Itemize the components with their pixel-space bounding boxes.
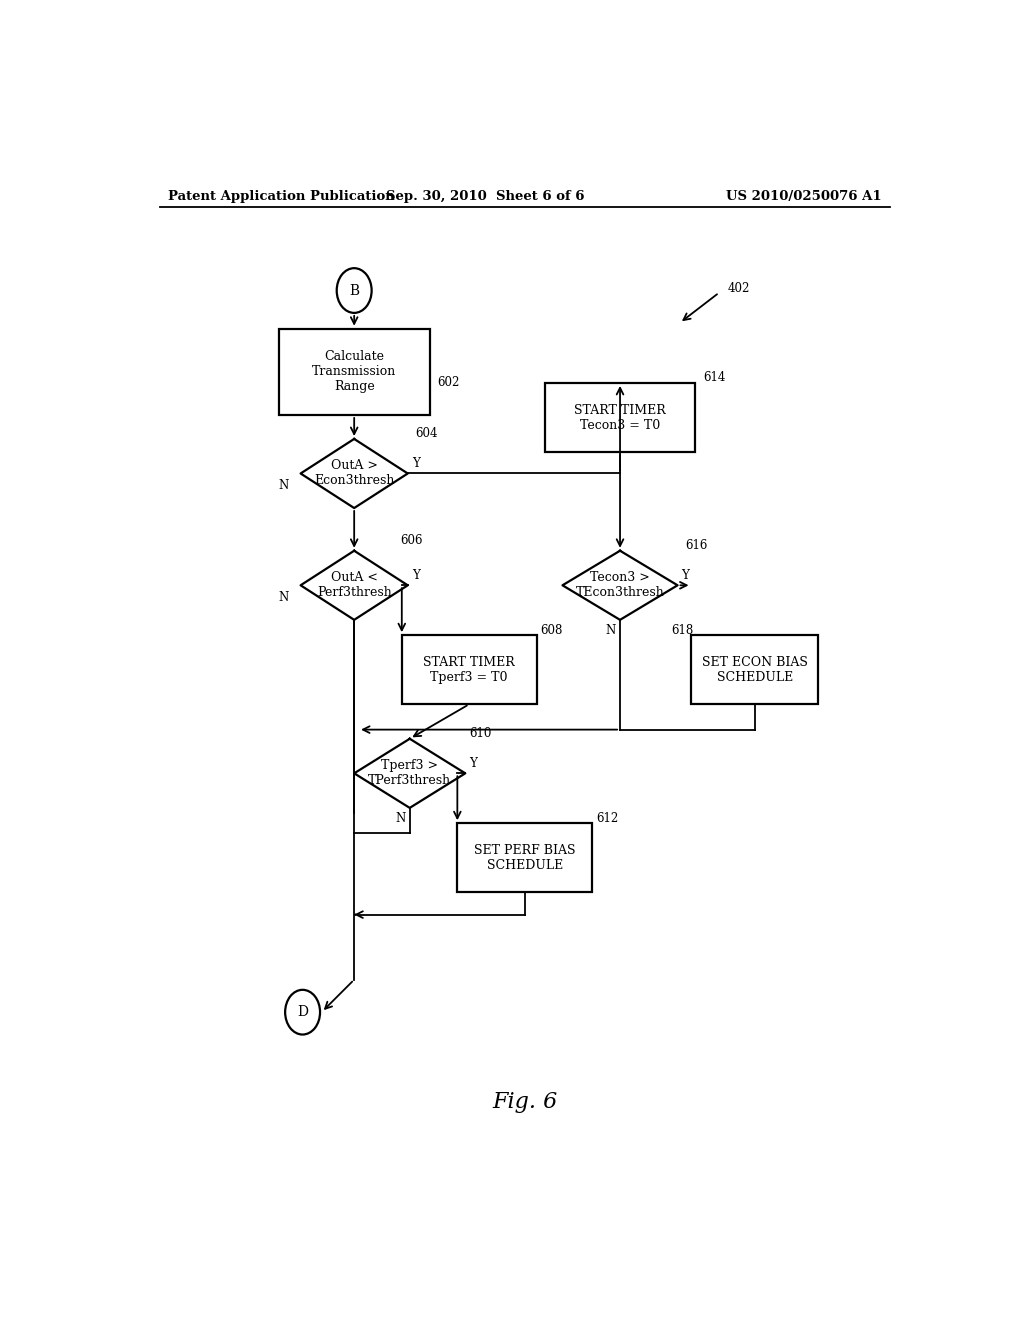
Text: N: N xyxy=(605,623,615,636)
Circle shape xyxy=(285,990,321,1035)
Text: Tperf3 >
TPerf3thresh: Tperf3 > TPerf3thresh xyxy=(369,759,452,787)
Text: 604: 604 xyxy=(416,428,438,441)
FancyBboxPatch shape xyxy=(279,329,430,414)
Text: 606: 606 xyxy=(399,535,422,546)
Polygon shape xyxy=(301,440,408,508)
FancyBboxPatch shape xyxy=(401,635,537,704)
Text: Calculate
Transmission
Range: Calculate Transmission Range xyxy=(312,350,396,393)
Text: N: N xyxy=(395,812,406,825)
Text: Fig. 6: Fig. 6 xyxy=(493,1090,557,1113)
Text: Y: Y xyxy=(412,569,420,582)
Text: 614: 614 xyxy=(703,371,726,384)
Text: Sep. 30, 2010  Sheet 6 of 6: Sep. 30, 2010 Sheet 6 of 6 xyxy=(386,190,585,202)
Text: Y: Y xyxy=(412,457,420,470)
Text: 608: 608 xyxy=(541,623,563,636)
Circle shape xyxy=(337,268,372,313)
Text: SET ECON BIAS
SCHEDULE: SET ECON BIAS SCHEDULE xyxy=(702,656,808,684)
Text: SET PERF BIAS
SCHEDULE: SET PERF BIAS SCHEDULE xyxy=(474,843,575,871)
Text: D: D xyxy=(297,1005,308,1019)
Text: OutA >
Econ3thresh: OutA > Econ3thresh xyxy=(314,459,394,487)
Text: Patent Application Publication: Patent Application Publication xyxy=(168,190,394,202)
Polygon shape xyxy=(354,739,465,808)
Text: 612: 612 xyxy=(596,812,618,825)
Text: OutA <
Perf3thresh: OutA < Perf3thresh xyxy=(316,572,391,599)
Polygon shape xyxy=(562,550,678,620)
FancyBboxPatch shape xyxy=(458,824,592,892)
Text: START TIMER
Tperf3 = T0: START TIMER Tperf3 = T0 xyxy=(423,656,515,684)
Text: US 2010/0250076 A1: US 2010/0250076 A1 xyxy=(726,190,882,202)
FancyBboxPatch shape xyxy=(545,383,695,453)
Text: 402: 402 xyxy=(727,282,750,294)
Text: Y: Y xyxy=(682,569,689,582)
Text: Y: Y xyxy=(469,756,477,770)
Text: N: N xyxy=(279,591,289,605)
Text: B: B xyxy=(349,284,359,297)
Polygon shape xyxy=(301,550,408,620)
Text: 616: 616 xyxy=(685,539,708,552)
Text: 602: 602 xyxy=(437,375,460,388)
Text: 618: 618 xyxy=(672,623,694,636)
Text: N: N xyxy=(279,479,289,492)
Text: Tecon3 >
TEcon3thresh: Tecon3 > TEcon3thresh xyxy=(575,572,665,599)
FancyBboxPatch shape xyxy=(691,635,818,704)
Text: START TIMER
Tecon3 = T0: START TIMER Tecon3 = T0 xyxy=(574,404,666,432)
Text: 610: 610 xyxy=(469,727,492,741)
